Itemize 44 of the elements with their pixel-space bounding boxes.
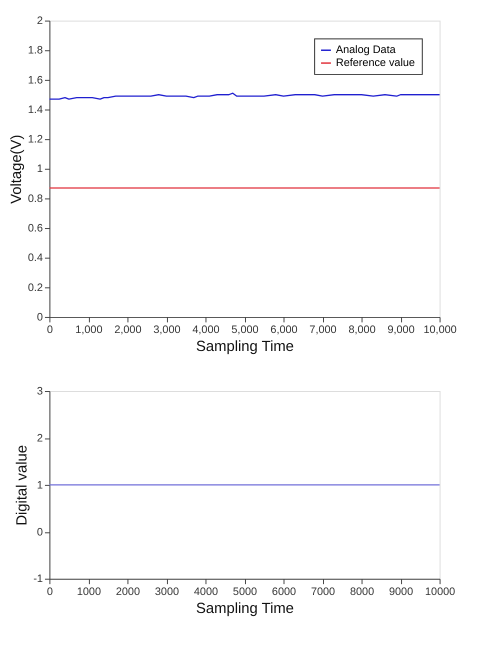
y-tick-label: 1.2 xyxy=(28,134,43,146)
y-tick-label: 0.2 xyxy=(28,282,43,294)
y-axis-title: Voltage(V) xyxy=(8,134,25,204)
x-tick-label: 3,000 xyxy=(153,324,181,336)
x-tick-label: 6,000 xyxy=(270,324,298,336)
x-axis-title: Sampling Time xyxy=(196,339,294,356)
x-tick-label: 2,000 xyxy=(114,324,142,336)
x-axis-title: Sampling Time xyxy=(196,600,294,617)
y-tick-label: 0.6 xyxy=(28,222,43,234)
x-tick-label: 4,000 xyxy=(192,324,220,336)
x-tick-label: 10,000 xyxy=(423,324,457,336)
x-tick-label: 8,000 xyxy=(348,324,376,336)
y-axis-title: Digital value xyxy=(14,445,30,526)
x-tick-label: 9,000 xyxy=(387,324,415,336)
y-tick-label: -1 xyxy=(33,573,43,586)
x-tick-label: 2000 xyxy=(116,586,140,598)
y-tick-label: 3 xyxy=(36,385,43,398)
y-tick-label: 2 xyxy=(36,432,43,444)
x-tick-label: 6000 xyxy=(272,586,296,598)
y-tick-label: 1 xyxy=(36,479,43,492)
y-tick-label: 1.4 xyxy=(28,104,43,116)
x-tick-label: 7000 xyxy=(310,586,336,598)
x-tick-label: 5000 xyxy=(232,586,258,598)
legend-label: Analog Data xyxy=(336,44,397,56)
y-tick-label: 0 xyxy=(36,526,43,538)
legend-label: Reference value xyxy=(336,57,415,70)
x-tick-label: 10000 xyxy=(424,586,456,598)
x-tick-label: 0 xyxy=(46,586,53,598)
y-tick-label: 1.6 xyxy=(28,74,43,86)
x-tick-label: 0 xyxy=(46,324,53,336)
y-tick-label: 1.8 xyxy=(28,44,43,57)
x-tick-label: 1,000 xyxy=(75,324,102,336)
x-tick-label: 8000 xyxy=(350,586,374,598)
x-tick-label: 7,000 xyxy=(309,324,337,336)
x-tick-label: 4000 xyxy=(194,586,218,598)
x-tick-label: 5,000 xyxy=(231,324,259,336)
x-tick-label: 3000 xyxy=(154,586,180,598)
y-tick-label: 0 xyxy=(36,311,43,324)
x-tick-label: 9000 xyxy=(388,586,414,598)
y-tick-label: 1 xyxy=(36,163,43,176)
x-tick-label: 1000 xyxy=(76,586,101,598)
y-tick-label: 0.8 xyxy=(28,192,43,205)
y-tick-label: 0.4 xyxy=(28,252,43,264)
y-tick-label: 2 xyxy=(36,15,43,28)
